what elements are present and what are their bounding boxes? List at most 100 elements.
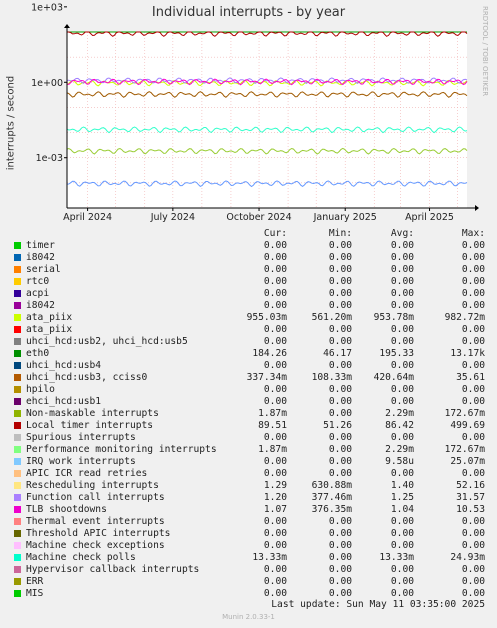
legend-cur: 0.00 (263, 324, 287, 335)
legend-cur: 89.51 (258, 420, 287, 431)
legend-row: Thermal event interrupts 0.00 0.00 0.00 0.00 (12, 516, 487, 528)
header-avg: Avg: (390, 228, 414, 239)
legend-swatch (14, 278, 21, 285)
legend-name: acpi (26, 288, 50, 299)
legend-row: serial 0.00 0.00 0.00 0.00 (12, 264, 487, 276)
legend-cur: 1.87m (258, 408, 287, 419)
legend-row: hpilo 0.00 0.00 0.00 0.00 (12, 384, 487, 396)
legend-swatch (14, 266, 21, 273)
legend-cur: 955.03m (246, 312, 287, 323)
legend-max: 13.17k (450, 348, 485, 359)
legend-row: ata_piix 955.03m 561.20m 953.78m 982.72m (12, 312, 487, 324)
legend-name: Non-maskable interrupts (26, 408, 159, 419)
series-line-uhci-hcd-usb3-cciss0 (66, 91, 468, 98)
legend-min: 0.00 (328, 564, 352, 575)
series-line-function-call-interrupts (66, 77, 468, 85)
legend-max: 0.00 (461, 360, 485, 371)
legend-name: Performance monitoring interrupts (26, 444, 217, 455)
legend-row: Rescheduling interrupts 1.29 630.88m 1.40 52… (12, 480, 487, 492)
legend-cur: 1.07 (263, 504, 287, 515)
legend-min: 0.00 (328, 300, 352, 311)
legend-avg: 0.00 (390, 240, 414, 251)
legend-cur: 0.00 (263, 396, 287, 407)
legend-swatch (14, 470, 21, 477)
legend-row: TLB shootdowns 1.07 376.35m 1.04 10.53 (12, 504, 487, 516)
legend-row: Non-maskable interrupts 1.87m 0.00 2.29m 172… (12, 408, 487, 420)
legend-swatch (14, 242, 21, 249)
legend-max: 0.00 (461, 540, 485, 551)
legend-row: uhci_hcd:usb3, cciss0 337.34m 108.33m 420.6… (12, 372, 487, 384)
legend-row: ata_piix 0.00 0.00 0.00 0.00 (12, 324, 487, 336)
legend-min: 0.00 (328, 432, 352, 443)
legend-max: 0.00 (461, 276, 485, 287)
chart-plot: April 2024 July 2024 October 2024 January 2… (31, 2, 479, 223)
series-line-non-maskable-interrupts (66, 147, 468, 155)
legend-max: 31.57 (456, 492, 485, 503)
legend-avg: 0.00 (390, 252, 414, 263)
legend-avg: 13.33m (379, 552, 414, 563)
tick-labels: April 2024 July 2024 October 2024 January 2… (31, 2, 454, 223)
legend-min: 0.00 (328, 540, 352, 551)
y-tick-label: 1e+03 (31, 2, 63, 13)
legend-swatch (14, 386, 21, 393)
legend-swatch (14, 518, 21, 525)
legend-min: 0.00 (328, 360, 352, 371)
legend-row: i8042 0.00 0.00 0.00 0.00 (12, 300, 487, 312)
legend-max: 0.00 (461, 240, 485, 251)
legend-cur: 0.00 (263, 432, 287, 443)
legend-name: Local timer interrupts (26, 420, 154, 431)
legend-swatch (14, 350, 21, 357)
legend-max: 52.16 (456, 480, 485, 491)
y-axis-arrow (64, 24, 70, 28)
legend-name: ata_piix (26, 312, 73, 323)
legend-max: 10.53 (456, 504, 485, 515)
legend-avg: 1.40 (390, 480, 414, 491)
legend-avg: 0.00 (390, 288, 414, 299)
series-line-irq-work-interrupts (66, 180, 468, 188)
legend-min: 376.35m (311, 504, 352, 515)
legend-swatch (14, 578, 21, 585)
legend-max: 0.00 (461, 324, 485, 335)
legend-row: i8042 0.00 0.00 0.00 0.00 (12, 252, 487, 264)
legend-min: 0.00 (328, 396, 352, 407)
legend-min: 0.00 (328, 384, 352, 395)
legend-name: ERR (26, 576, 44, 587)
legend-max: 0.00 (461, 336, 485, 347)
legend-max: 35.61 (456, 372, 485, 383)
header-min: Min: (328, 228, 352, 239)
plot-background (67, 32, 467, 208)
legend-row: APIC ICR read retries 0.00 0.00 0.00 0.00 (12, 468, 487, 480)
x-tick-label: April 2024 (63, 212, 112, 223)
legend-name: serial (26, 264, 61, 275)
legend-swatch (14, 434, 21, 441)
legend-avg: 0.00 (390, 516, 414, 527)
legend-avg: 0.00 (390, 396, 414, 407)
legend-name: i8042 (26, 252, 55, 263)
legend-max: 24.93m (450, 552, 485, 563)
legend-swatch (14, 506, 21, 513)
legend-avg: 0.00 (390, 336, 414, 347)
legend-min: 561.20m (311, 312, 352, 323)
legend-avg: 0.00 (390, 468, 414, 479)
legend-name: Machine check polls (26, 552, 136, 563)
legend-swatch (14, 254, 21, 261)
legend-swatch (14, 374, 21, 381)
legend-avg: 953.78m (373, 312, 414, 323)
legend-avg: 0.00 (390, 276, 414, 287)
legend-name: uhci_hcd:usb2, uhci_hcd:usb5 (26, 336, 188, 347)
legend-swatch (14, 542, 21, 549)
legend-row: ERR 0.00 0.00 0.00 0.00 (12, 576, 487, 588)
legend-swatch (14, 302, 21, 309)
legend-cur: 0.00 (263, 540, 287, 551)
legend-min: 0.00 (328, 336, 352, 347)
legend-cur: 0.00 (263, 384, 287, 395)
x-tick-label: April 2025 (405, 212, 454, 223)
legend-swatch (14, 530, 21, 537)
legend-max: 0.00 (461, 384, 485, 395)
legend-name: Hypervisor callback interrupts (26, 564, 200, 575)
legend-cur: 0.00 (263, 576, 287, 587)
legend-swatch (14, 398, 21, 405)
legend-avg: 0.00 (390, 324, 414, 335)
legend-row: Performance monitoring interrupts 1.87m 0.… (12, 444, 487, 456)
legend-cur: 184.26 (252, 348, 287, 359)
